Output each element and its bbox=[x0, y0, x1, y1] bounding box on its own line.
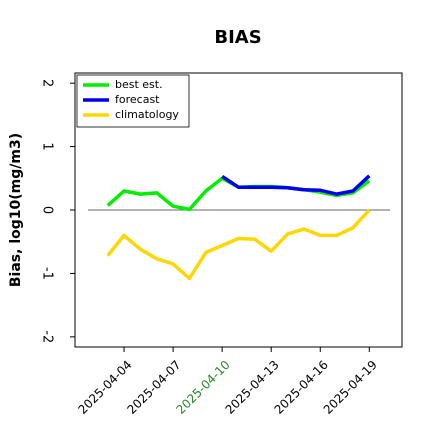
legend-label: best est. bbox=[115, 78, 163, 91]
y-tick-label: 2 bbox=[40, 79, 55, 87]
legend-label: climatology bbox=[115, 108, 179, 121]
series-line bbox=[221, 174, 371, 196]
legend-label: forecast bbox=[115, 93, 160, 106]
y-tick-label: -1 bbox=[40, 267, 55, 280]
y-tick-label: 0 bbox=[40, 206, 55, 214]
chart-title: BIAS bbox=[214, 27, 261, 48]
y-axis-label: Bias, log10(mg/m3) bbox=[8, 133, 24, 287]
series-line bbox=[106, 208, 371, 281]
y-tick-label: 1 bbox=[40, 142, 55, 150]
y-tick-label: -2 bbox=[40, 330, 55, 343]
